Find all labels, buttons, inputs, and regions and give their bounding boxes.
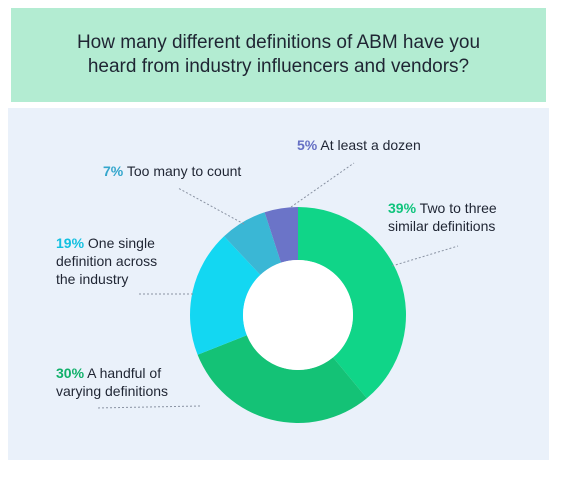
pct-too-many-to-count: 7%: [103, 163, 124, 179]
leader-handful: [95, 405, 201, 409]
label-two-to-three: 39% Two to three similar definitions: [388, 199, 497, 235]
label-at-least-a-dozen: 5% At least a dozen: [297, 136, 421, 154]
donut-slice-2: [190, 236, 261, 355]
donut-slice-1: [197, 335, 367, 423]
label-one-single: 19% One single definition across the ind…: [56, 234, 157, 288]
donut-slice-4: [264, 207, 298, 263]
leader-at-least-dozen: [290, 162, 355, 208]
donut-hole: [243, 260, 353, 370]
text-handful-line2: varying definitions: [56, 383, 169, 399]
donut-chart: [95, 162, 459, 423]
pct-two-to-three: 39%: [388, 200, 417, 216]
text-handful-line1: A handful of: [87, 365, 162, 381]
text-two-to-three-line2: similar definitions: [388, 218, 496, 234]
question-banner: How many different definitions of ABM ha…: [11, 8, 546, 102]
pct-at-least-a-dozen: 5%: [297, 137, 318, 153]
leader-two-to-three: [391, 245, 459, 267]
text-two-to-three-line1: Two to three: [419, 200, 497, 216]
label-handful: 30% A handful of varying definitions: [56, 364, 168, 400]
donut-slice-0: [298, 207, 406, 399]
text-too-many-to-count: Too many to count: [126, 163, 242, 179]
chart-title: How many different definitions of ABM ha…: [77, 31, 480, 79]
title-line-1: How many different definitions of ABM ha…: [76, 32, 481, 53]
text-at-least-a-dozen: At least a dozen: [320, 137, 421, 153]
chart-panel: 5% At least a dozen 7% Too many to count…: [8, 108, 549, 460]
pct-one-single: 19%: [56, 235, 85, 251]
donut-slices: [190, 207, 406, 423]
text-one-single-line2: definition across: [56, 253, 158, 269]
text-one-single-line1: One single: [87, 235, 155, 251]
leader-lines: [95, 162, 459, 409]
label-too-many-to-count: 7% Too many to count: [103, 162, 241, 180]
donut-slice-3: [224, 212, 282, 275]
leader-too-many: [177, 187, 245, 225]
title-line-2: heard from industry influencers and vend…: [87, 56, 470, 77]
pct-handful: 30%: [56, 365, 85, 381]
text-one-single-line3: the industry: [56, 271, 129, 287]
